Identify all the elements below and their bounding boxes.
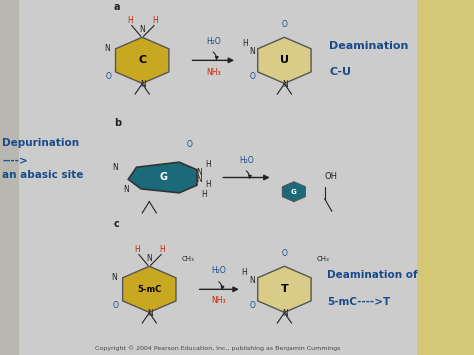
- Text: H₂O: H₂O: [239, 156, 254, 165]
- Text: O: O: [282, 248, 288, 258]
- Text: c: c: [114, 219, 119, 229]
- Text: H: H: [242, 39, 248, 48]
- Polygon shape: [116, 37, 169, 83]
- Text: O: O: [249, 301, 255, 310]
- Text: H₂O: H₂O: [206, 37, 221, 47]
- Text: H: H: [241, 268, 247, 277]
- Bar: [19, 0, 417, 355]
- Text: G: G: [291, 189, 297, 195]
- Bar: [417, 0, 474, 355]
- Text: C: C: [138, 55, 146, 65]
- Text: N: N: [147, 309, 153, 318]
- Text: Deamination: Deamination: [329, 41, 409, 51]
- Polygon shape: [123, 266, 176, 312]
- Text: CH₃: CH₃: [182, 256, 194, 262]
- Text: CH₃: CH₃: [317, 256, 329, 262]
- Text: H: H: [128, 16, 133, 25]
- Text: H: H: [205, 160, 211, 169]
- Text: N: N: [146, 254, 152, 263]
- Text: NH₃: NH₃: [206, 67, 220, 77]
- Polygon shape: [258, 266, 311, 312]
- Text: b: b: [114, 118, 121, 128]
- Text: N: N: [140, 80, 146, 89]
- Text: N: N: [124, 185, 129, 194]
- Text: 5-mC---->T: 5-mC---->T: [327, 297, 390, 307]
- Polygon shape: [283, 182, 305, 202]
- Text: H: H: [205, 180, 211, 190]
- Text: N: N: [249, 276, 255, 285]
- Text: G: G: [160, 173, 168, 182]
- Text: N: N: [139, 25, 145, 34]
- Text: H₂O: H₂O: [211, 266, 227, 275]
- Polygon shape: [128, 162, 197, 193]
- Text: H: H: [153, 16, 158, 25]
- Text: H: H: [160, 245, 165, 254]
- Text: OH: OH: [325, 172, 337, 181]
- Text: a: a: [114, 2, 120, 12]
- Text: 5-mC: 5-mC: [137, 285, 162, 294]
- Text: N: N: [112, 163, 118, 173]
- Text: N: N: [197, 175, 202, 184]
- Text: Depurination: Depurination: [2, 138, 80, 148]
- Text: O: O: [112, 301, 118, 310]
- Text: C-U: C-U: [329, 67, 351, 77]
- Text: U: U: [280, 55, 289, 65]
- Text: H: H: [201, 190, 207, 199]
- Text: T: T: [281, 284, 288, 294]
- Polygon shape: [258, 37, 311, 83]
- Text: N: N: [197, 168, 202, 177]
- Text: N: N: [283, 309, 288, 318]
- Text: Deamination of: Deamination of: [327, 270, 418, 280]
- Text: O: O: [249, 72, 255, 81]
- Text: NH₃: NH₃: [212, 296, 226, 305]
- Text: O: O: [282, 20, 288, 29]
- Text: O: O: [105, 72, 111, 81]
- Text: N: N: [111, 273, 117, 283]
- Text: Copyright © 2004 Pearson Education, Inc., publishing as Benjamin Cummings: Copyright © 2004 Pearson Education, Inc.…: [95, 346, 341, 351]
- Bar: [0, 0, 19, 355]
- Text: N: N: [283, 80, 288, 89]
- Text: ---->: ---->: [2, 156, 28, 166]
- Text: O: O: [187, 140, 192, 149]
- Text: N: N: [249, 47, 255, 56]
- Text: an abasic site: an abasic site: [2, 170, 84, 180]
- Text: N: N: [104, 44, 109, 54]
- Text: H: H: [135, 245, 140, 254]
